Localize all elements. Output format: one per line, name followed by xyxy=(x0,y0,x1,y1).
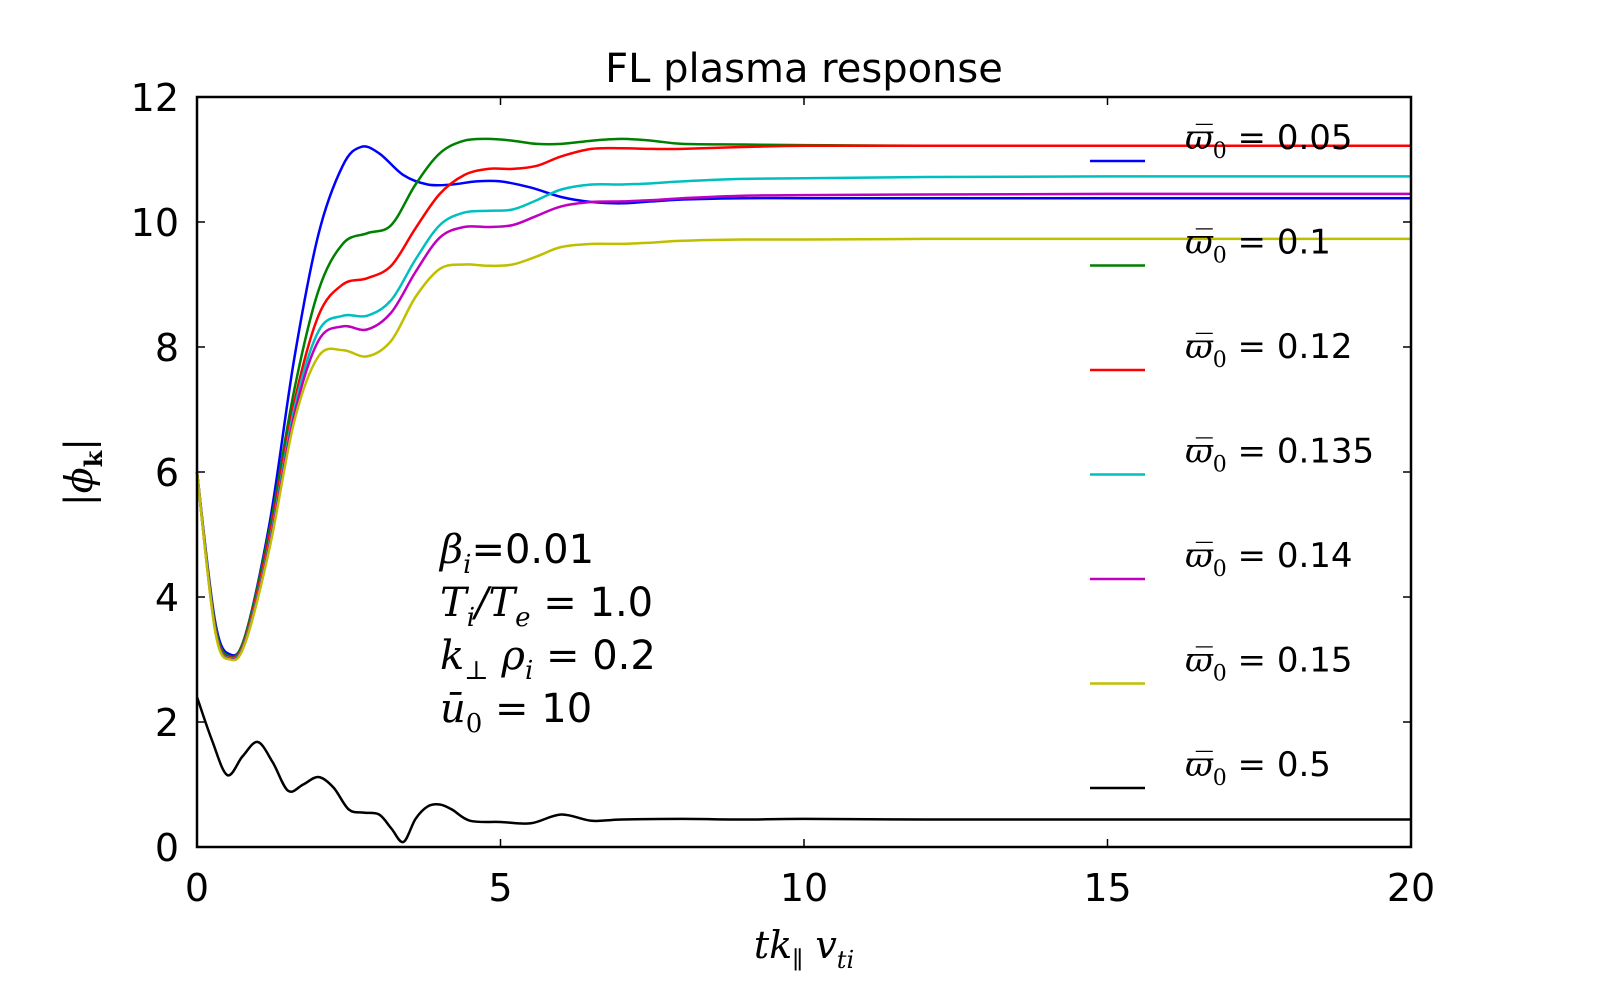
legend-label-5: ϖ̅0 = 0.15 xyxy=(1185,641,1353,687)
x-tick-label: 10 xyxy=(780,866,828,910)
annotation-u0: ū0 = 10 xyxy=(440,686,592,739)
svg-text:tk∥ vti: tk∥ vti xyxy=(754,923,854,974)
y-tick-label: 0 xyxy=(155,826,179,870)
x-tick-label: 0 xyxy=(185,866,209,910)
legend-label-2: ϖ̅0 = 0.12 xyxy=(1185,327,1353,373)
legend: ϖ̅0 = 0.05 ϖ̅0 = 0.1 ϖ̅0 = 0.12 ϖ̅0 = 0.135… xyxy=(1090,118,1374,791)
y-tick-label: 6 xyxy=(155,451,179,495)
ticks-layer: 0 5 10 15 20 0 2 4 6 8 10 12 xyxy=(131,76,1436,910)
parameter-annotation: βi=0.01 Ti/Te = 1.0 k⊥ ρi = 0.2 ū0 = 10 xyxy=(438,527,656,739)
series-line-4 xyxy=(195,192,1412,661)
x-tick-label: 20 xyxy=(1387,866,1435,910)
x-tick-label: 5 xyxy=(488,866,512,910)
annotation-temperature-ratio: Ti/Te = 1.0 xyxy=(440,580,653,633)
x-axis-label: tk∥ vti xyxy=(754,923,854,974)
y-axis-label: |ϕk| xyxy=(57,438,108,506)
y-tick-label: 4 xyxy=(155,576,179,620)
series-layer xyxy=(195,137,1412,844)
series-line-2 xyxy=(195,144,1411,660)
y-tick-label: 8 xyxy=(155,326,179,370)
legend-label-3: ϖ̅0 = 0.135 xyxy=(1185,432,1374,478)
annotation-beta: βi=0.01 xyxy=(438,527,594,580)
x-tick-label: 15 xyxy=(1083,866,1131,910)
chart-title: FL plasma response xyxy=(605,46,1003,92)
annotation-k-rho: k⊥ ρi = 0.2 xyxy=(440,633,656,686)
svg-text:|ϕk|: |ϕk| xyxy=(57,438,108,506)
legend-label-6: ϖ̅0 = 0.5 xyxy=(1185,745,1331,791)
series-line-6 xyxy=(195,696,1412,844)
plot-frame xyxy=(195,95,1413,849)
legend-label-4: ϖ̅0 = 0.14 xyxy=(1185,536,1353,582)
y-tick-label: 12 xyxy=(131,76,179,120)
series-line-1 xyxy=(195,137,1411,659)
y-tick-label: 10 xyxy=(131,201,179,245)
series-line-5 xyxy=(195,237,1411,662)
y-tick-label: 2 xyxy=(155,701,179,745)
legend-label-1: ϖ̅0 = 0.1 xyxy=(1185,223,1331,269)
legend-label-0: ϖ̅0 = 0.05 xyxy=(1185,118,1353,164)
